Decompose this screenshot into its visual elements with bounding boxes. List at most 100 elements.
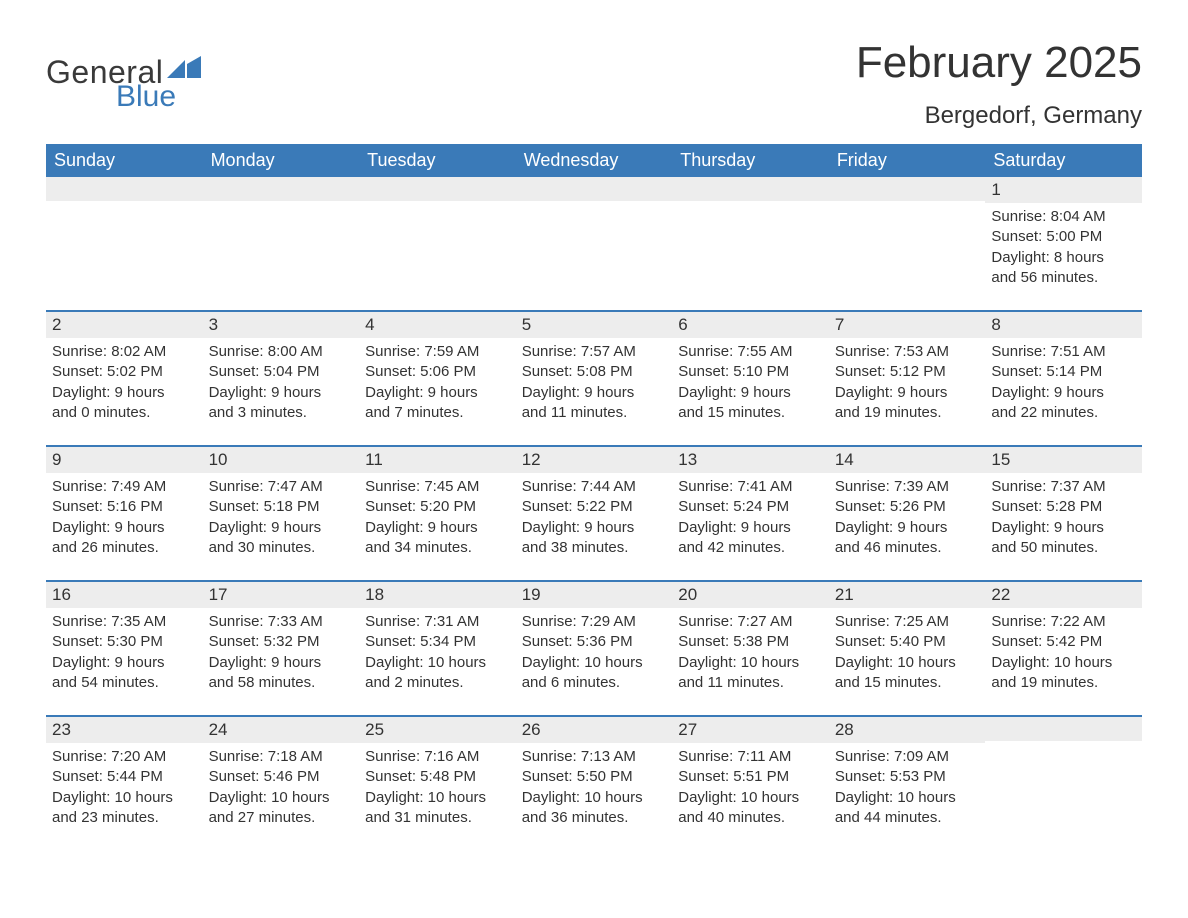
- day-line: Sunset: 5:53 PM: [835, 767, 980, 787]
- day-line: Sunset: 5:40 PM: [835, 632, 980, 652]
- location-label: Bergedorf, Germany: [856, 102, 1142, 130]
- day-body: Sunrise: 8:00 AMSunset: 5:04 PMDaylight:…: [203, 338, 360, 445]
- calendar-cell: [985, 717, 1142, 850]
- day-line: and 56 minutes.: [991, 268, 1136, 288]
- day-line: Sunset: 5:48 PM: [365, 767, 510, 787]
- day-number: [359, 177, 516, 201]
- day-line: Sunset: 5:26 PM: [835, 497, 980, 517]
- day-line: and 15 minutes.: [678, 403, 823, 423]
- day-line: Sunrise: 8:00 AM: [209, 342, 354, 362]
- day-body: Sunrise: 7:55 AMSunset: 5:10 PMDaylight:…: [672, 338, 829, 445]
- day-line: and 46 minutes.: [835, 538, 980, 558]
- day-line: and 58 minutes.: [209, 673, 354, 693]
- day-number: 26: [516, 717, 673, 743]
- day-body: [516, 201, 673, 301]
- day-line: Sunset: 5:16 PM: [52, 497, 197, 517]
- calendar-cell: 4Sunrise: 7:59 AMSunset: 5:06 PMDaylight…: [359, 312, 516, 446]
- calendar-week: 23Sunrise: 7:20 AMSunset: 5:44 PMDayligh…: [46, 717, 1142, 850]
- day-body: [672, 201, 829, 301]
- day-line: Daylight: 10 hours: [835, 788, 980, 808]
- day-line: Sunrise: 7:18 AM: [209, 747, 354, 767]
- day-line: and 26 minutes.: [52, 538, 197, 558]
- day-line: Sunset: 5:08 PM: [522, 362, 667, 382]
- day-body: Sunrise: 7:47 AMSunset: 5:18 PMDaylight:…: [203, 473, 360, 580]
- calendar-cell: 14Sunrise: 7:39 AMSunset: 5:26 PMDayligh…: [829, 447, 986, 581]
- day-line: Sunset: 5:06 PM: [365, 362, 510, 382]
- day-line: Daylight: 10 hours: [209, 788, 354, 808]
- day-body: Sunrise: 7:18 AMSunset: 5:46 PMDaylight:…: [203, 743, 360, 850]
- day-line: Sunset: 5:51 PM: [678, 767, 823, 787]
- day-number: 19: [516, 582, 673, 608]
- day-line: and 54 minutes.: [52, 673, 197, 693]
- calendar-cell: 1Sunrise: 8:04 AMSunset: 5:00 PMDaylight…: [985, 177, 1142, 311]
- day-number: 15: [985, 447, 1142, 473]
- calendar-cell: 3Sunrise: 8:00 AMSunset: 5:04 PMDaylight…: [203, 312, 360, 446]
- day-body: Sunrise: 7:22 AMSunset: 5:42 PMDaylight:…: [985, 608, 1142, 715]
- day-line: Daylight: 10 hours: [835, 653, 980, 673]
- day-number: [46, 177, 203, 201]
- day-number: 2: [46, 312, 203, 338]
- day-number: [985, 717, 1142, 741]
- day-line: Daylight: 8 hours: [991, 248, 1136, 268]
- calendar-week: 16Sunrise: 7:35 AMSunset: 5:30 PMDayligh…: [46, 582, 1142, 716]
- brand-logo: General Blue: [46, 38, 201, 112]
- day-header-monday: Monday: [203, 144, 360, 177]
- day-body: Sunrise: 7:57 AMSunset: 5:08 PMDaylight:…: [516, 338, 673, 445]
- calendar-cell: [516, 177, 673, 311]
- day-line: Daylight: 9 hours: [209, 518, 354, 538]
- day-line: Sunrise: 7:31 AM: [365, 612, 510, 632]
- day-number: 21: [829, 582, 986, 608]
- day-line: and 42 minutes.: [678, 538, 823, 558]
- day-line: Daylight: 10 hours: [678, 653, 823, 673]
- calendar-cell: 26Sunrise: 7:13 AMSunset: 5:50 PMDayligh…: [516, 717, 673, 850]
- day-line: Daylight: 9 hours: [365, 383, 510, 403]
- day-body: Sunrise: 7:59 AMSunset: 5:06 PMDaylight:…: [359, 338, 516, 445]
- day-number: 8: [985, 312, 1142, 338]
- day-number: [516, 177, 673, 201]
- day-number: 4: [359, 312, 516, 338]
- day-line: Sunset: 5:30 PM: [52, 632, 197, 652]
- logo-text-blue: Blue: [116, 82, 201, 112]
- calendar-cell: 5Sunrise: 7:57 AMSunset: 5:08 PMDaylight…: [516, 312, 673, 446]
- calendar-cell: [829, 177, 986, 311]
- day-line: Sunrise: 7:09 AM: [835, 747, 980, 767]
- calendar-cell: 18Sunrise: 7:31 AMSunset: 5:34 PMDayligh…: [359, 582, 516, 716]
- day-line: and 15 minutes.: [835, 673, 980, 693]
- day-line: and 19 minutes.: [835, 403, 980, 423]
- day-line: Sunset: 5:34 PM: [365, 632, 510, 652]
- day-line: Sunset: 5:46 PM: [209, 767, 354, 787]
- day-header-sunday: Sunday: [46, 144, 203, 177]
- day-line: and 7 minutes.: [365, 403, 510, 423]
- calendar-cell: [46, 177, 203, 311]
- day-line: Daylight: 9 hours: [835, 518, 980, 538]
- day-line: Daylight: 10 hours: [678, 788, 823, 808]
- day-line: Daylight: 9 hours: [365, 518, 510, 538]
- calendar-cell: 28 Sunrise: 7:09 AMSunset: 5:53 PMDayligh…: [829, 717, 986, 850]
- day-number: 25: [359, 717, 516, 743]
- day-body: Sunrise: 7:39 AMSunset: 5:26 PMDaylight:…: [829, 473, 986, 580]
- day-line: Sunset: 5:36 PM: [522, 632, 667, 652]
- day-line: and 36 minutes.: [522, 808, 667, 828]
- calendar-week: 2Sunrise: 8:02 AMSunset: 5:02 PMDaylight…: [46, 312, 1142, 446]
- calendar-cell: 13Sunrise: 7:41 AMSunset: 5:24 PMDayligh…: [672, 447, 829, 581]
- day-body: Sunrise: 7:41 AMSunset: 5:24 PMDaylight:…: [672, 473, 829, 580]
- day-number: [829, 177, 986, 201]
- calendar-cell: 23Sunrise: 7:20 AMSunset: 5:44 PMDayligh…: [46, 717, 203, 850]
- calendar-cell: 7Sunrise: 7:53 AMSunset: 5:12 PMDaylight…: [829, 312, 986, 446]
- day-number: 28: [829, 717, 986, 743]
- day-line: Daylight: 10 hours: [522, 653, 667, 673]
- page-header: General Blue February 2025 Bergedorf, Ge…: [46, 38, 1142, 130]
- day-line: Sunrise: 7:59 AM: [365, 342, 510, 362]
- day-line: Sunset: 5:42 PM: [991, 632, 1136, 652]
- day-header-wednesday: Wednesday: [516, 144, 673, 177]
- day-number: 13: [672, 447, 829, 473]
- calendar-cell: [203, 177, 360, 311]
- day-line: Sunrise: 7:29 AM: [522, 612, 667, 632]
- day-line: and 23 minutes.: [52, 808, 197, 828]
- day-line: Sunrise: 7:49 AM: [52, 477, 197, 497]
- day-line: Sunrise: 7:33 AM: [209, 612, 354, 632]
- calendar-cell: 22Sunrise: 7:22 AMSunset: 5:42 PMDayligh…: [985, 582, 1142, 716]
- day-line: Sunrise: 8:04 AM: [991, 207, 1136, 227]
- month-title: February 2025: [856, 38, 1142, 88]
- day-line: Sunrise: 7:55 AM: [678, 342, 823, 362]
